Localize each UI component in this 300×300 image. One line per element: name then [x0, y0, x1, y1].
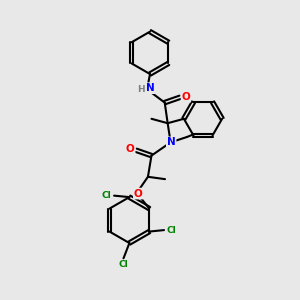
Text: H: H — [137, 85, 144, 94]
Text: O: O — [126, 144, 135, 154]
Text: O: O — [134, 189, 142, 199]
Text: O: O — [182, 92, 190, 102]
Text: N: N — [167, 137, 176, 147]
Text: N: N — [146, 83, 155, 93]
Text: Cl: Cl — [102, 190, 112, 200]
Text: Cl: Cl — [118, 260, 128, 269]
Text: Cl: Cl — [167, 226, 176, 235]
